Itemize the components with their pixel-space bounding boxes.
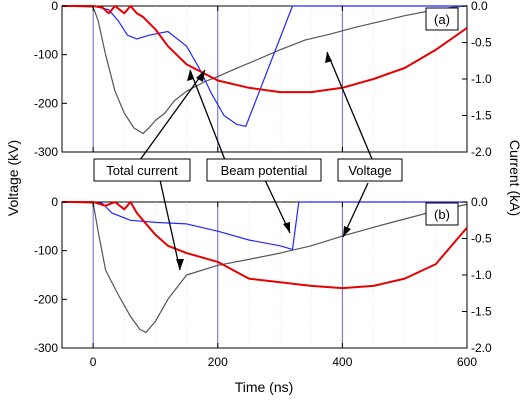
vertical-markers: [92, 6, 437, 348]
left-tick-label: 0: [51, 0, 58, 13]
arrowhead: [283, 222, 290, 233]
left-tick-label: -300: [34, 341, 58, 355]
callout-arrowheads: [176, 52, 351, 270]
panel-b-label: (b): [434, 207, 450, 222]
arrowhead: [325, 52, 332, 63]
left-tick-label: -100: [34, 244, 58, 258]
x-tick-label: 0: [90, 355, 97, 369]
axis-ticks: 0 -100 -200 -300 0.0 -0.5 -1.0 -1.5 -2.0 0 -100 -20…: [34, 0, 492, 369]
series-voltage: [61, 201, 468, 333]
panel-a-label: (a): [434, 12, 450, 27]
callout-total-current: Total current: [93, 158, 191, 182]
right-tick-label: -0.5: [471, 232, 492, 246]
left-tick-label: -200: [34, 96, 58, 110]
arrow-beam-potential-a: [189, 69, 226, 161]
series-voltage: [61, 5, 468, 135]
panel-b-frame: [61, 201, 468, 349]
right-tick-label: -1.0: [471, 72, 492, 86]
panel-a-label-box: (a): [425, 7, 459, 31]
panel-b-plot: [61, 201, 468, 333]
series-beam-potential: [62, 5, 467, 127]
right-tick-label: -0.5: [471, 36, 492, 50]
x-tick-label: 600: [457, 355, 477, 369]
x-axis-label: Time (ns): [235, 379, 294, 395]
x-tick-label: 400: [332, 355, 352, 369]
right-tick-label: -2.0: [471, 145, 492, 159]
series-total-current: [62, 5, 468, 94]
right-tick-label: -2.0: [471, 341, 492, 355]
panel-b-label-box: (b): [425, 202, 459, 226]
callout-beam-potential: Beam potential: [206, 158, 322, 182]
callout-voltage-text: Voltage: [348, 163, 391, 178]
series-total-current: [62, 201, 468, 290]
arrow-total-current-a: [139, 69, 206, 161]
arrowhead: [343, 226, 351, 237]
callout-total-current-text: Total current: [106, 163, 178, 178]
right-tick-label: -1.0: [471, 268, 492, 282]
arrowhead: [176, 259, 184, 270]
right-tick-label: 0.0: [471, 195, 488, 209]
callout-beam-potential-text: Beam potential: [221, 163, 308, 178]
x-tick-label: 200: [208, 355, 228, 369]
left-tick-label: -100: [34, 48, 58, 62]
left-tick-label: -300: [34, 145, 58, 159]
right-tick-label: -1.5: [471, 305, 492, 319]
left-tick-label: 0: [51, 195, 58, 209]
right-tick-label: -1.5: [471, 109, 492, 123]
arrowhead: [196, 70, 205, 82]
arrowhead: [187, 70, 194, 81]
arrow-total-current-b: [159, 179, 181, 271]
left-tick-label: -200: [34, 292, 58, 306]
left-axis-label: Voltage (kV): [5, 140, 21, 216]
right-axis-label: Current (kA): [507, 140, 520, 216]
arrow-voltage-a: [326, 51, 373, 160]
callout-voltage: Voltage: [337, 158, 403, 182]
panel-a-plot: [61, 5, 468, 135]
right-tick-label: 0.0: [471, 0, 488, 13]
